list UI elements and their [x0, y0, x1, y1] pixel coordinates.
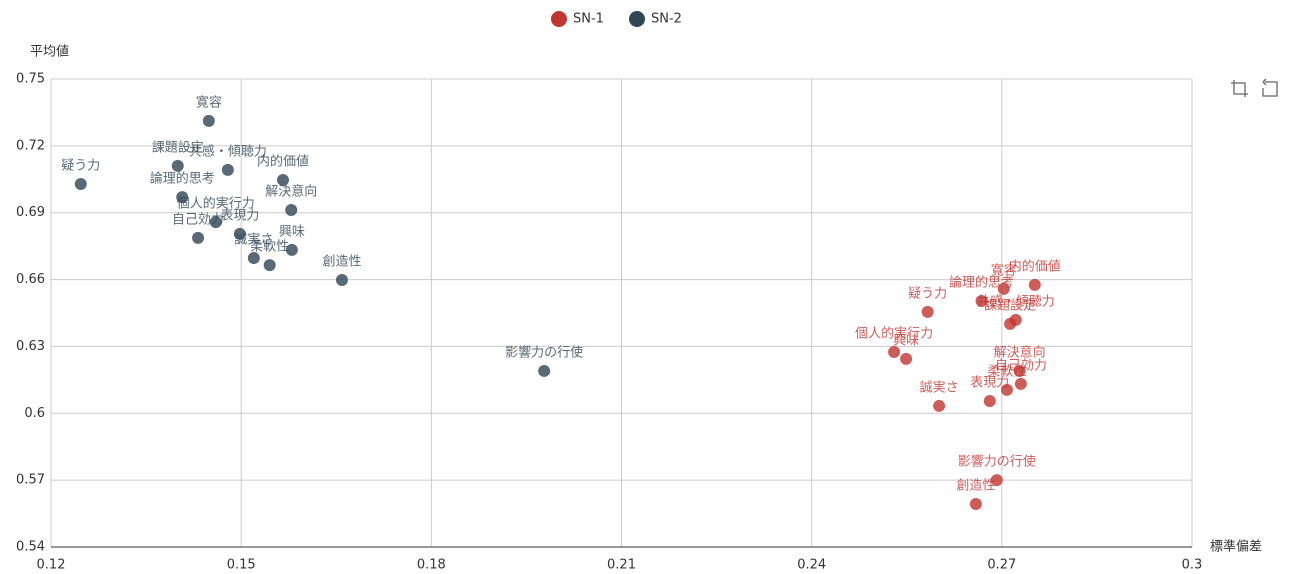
- point: [202, 114, 215, 127]
- point-label: 個人的実行力: [855, 326, 933, 342]
- y-tick-label: 0.63: [16, 339, 45, 354]
- point: [176, 191, 189, 204]
- point: [74, 177, 87, 190]
- point-label: 共感・傾聴力: [189, 143, 267, 159]
- point: [277, 173, 290, 186]
- point: [1028, 278, 1041, 291]
- point-label: 内的価値: [1009, 258, 1061, 274]
- point: [1004, 317, 1017, 330]
- point-label: 興味: [893, 333, 919, 348]
- point: [209, 216, 222, 229]
- point-label: 個人的実行力: [177, 196, 255, 212]
- legend-item[interactable]: SN-1: [551, 11, 604, 27]
- point: [233, 227, 246, 240]
- point-label: 内的価値: [257, 153, 309, 169]
- point-label: 解決意向: [265, 184, 317, 200]
- point-label: 創造性: [322, 255, 361, 270]
- point-label: 誠実さ: [234, 231, 273, 247]
- point: [171, 159, 184, 172]
- point-label: 解決意向: [994, 344, 1046, 360]
- point: [900, 352, 913, 365]
- point-label: 自己効力: [995, 358, 1047, 373]
- point-label: 創造性: [956, 478, 995, 493]
- point-label: 表現力: [970, 376, 1009, 391]
- x-tick-label: 0.15: [227, 558, 256, 573]
- y-tick-label: 0.75: [16, 72, 45, 87]
- point: [888, 346, 901, 358]
- point: [921, 305, 934, 318]
- point: [933, 399, 946, 412]
- legend-item[interactable]: SN-2: [629, 11, 682, 27]
- point: [1000, 383, 1013, 396]
- point-label: 論理的思考: [150, 171, 215, 187]
- point: [990, 474, 1003, 487]
- x-axis-label: 標準偏差: [1210, 539, 1262, 555]
- point-label: 論理的思考: [949, 274, 1014, 290]
- point-label: 寛容: [991, 262, 1017, 278]
- x-tick-label: 0.12: [37, 558, 66, 573]
- point-label: 柔軟性: [250, 239, 289, 255]
- point-label: 自己効力: [172, 212, 224, 227]
- point-label: 寛容: [196, 94, 222, 110]
- x-tick-label: 0.21: [607, 558, 636, 573]
- point: [335, 274, 348, 287]
- zoom-icon[interactable]: [1231, 80, 1248, 97]
- toolbox[interactable]: [1231, 78, 1278, 97]
- reset-icon[interactable]: [1262, 78, 1278, 97]
- point-label: 興味: [279, 224, 305, 239]
- point: [285, 243, 298, 256]
- legend-label: SN-2: [651, 12, 682, 27]
- point: [192, 231, 205, 244]
- point: [247, 251, 260, 264]
- point: [983, 395, 996, 408]
- y-tick-label: 0.57: [16, 473, 45, 488]
- point-label: 疑う力: [61, 157, 100, 173]
- y-tick-label: 0.6: [24, 406, 45, 421]
- point: [285, 204, 298, 217]
- point: [1013, 364, 1026, 377]
- x-tick-label: 0.18: [417, 558, 446, 573]
- point: [1014, 377, 1027, 390]
- point-label: 誠実さ: [920, 379, 959, 395]
- point: [969, 497, 982, 510]
- x-tick-label: 0.24: [797, 558, 826, 573]
- legend-symbol: [629, 11, 645, 27]
- x-tick-label: 0.27: [987, 558, 1016, 573]
- point-label: 影響力の行使: [958, 454, 1036, 470]
- point-label: 課題設定: [984, 297, 1036, 313]
- y-axis-label: 平均値: [30, 44, 69, 60]
- point: [975, 294, 988, 307]
- y-tick-label: 0.69: [16, 205, 45, 220]
- point-label: 共感・傾聴力: [977, 293, 1055, 309]
- y-tick-label: 0.54: [16, 540, 45, 555]
- point: [997, 282, 1010, 295]
- point: [221, 163, 234, 176]
- point-label: 表現力: [220, 208, 259, 223]
- legend-symbol: [551, 11, 567, 27]
- legend-label: SN-1: [573, 12, 604, 27]
- point-label: 柔軟性: [987, 363, 1026, 379]
- point-label: 課題設定: [152, 139, 204, 155]
- y-tick-label: 0.66: [16, 272, 45, 287]
- point-label: 疑う力: [908, 285, 947, 301]
- point: [538, 364, 551, 377]
- point: [263, 259, 276, 272]
- y-tick-label: 0.72: [16, 138, 45, 153]
- point-label: 影響力の行使: [505, 344, 583, 360]
- x-tick-label: 0.3: [1182, 558, 1203, 573]
